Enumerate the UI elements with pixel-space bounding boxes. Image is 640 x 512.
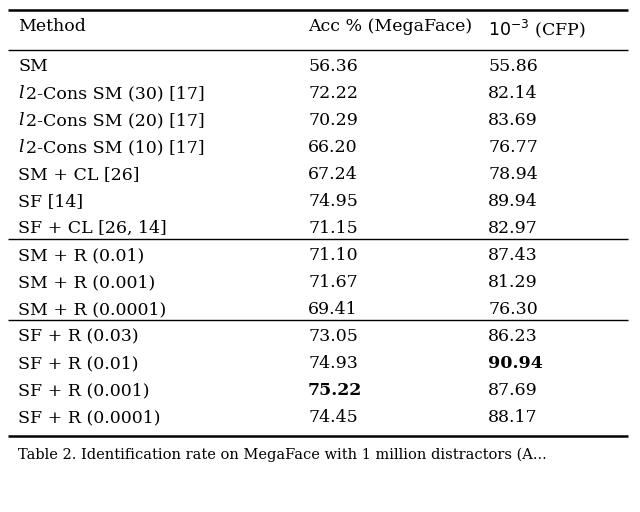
Text: 87.69: 87.69 [488,382,538,399]
Text: 82.14: 82.14 [488,85,538,102]
Text: SF + R (0.03): SF + R (0.03) [18,328,139,345]
Text: 72.22: 72.22 [308,85,358,102]
Text: 55.86: 55.86 [488,58,538,75]
Text: 70.29: 70.29 [308,112,358,129]
Text: 83.69: 83.69 [488,112,538,129]
Text: l: l [18,139,24,156]
Text: 87.43: 87.43 [488,247,538,264]
Text: SM: SM [18,58,48,75]
Text: 2-Cons SM (10) [17]: 2-Cons SM (10) [17] [26,139,205,156]
Text: 2-Cons SM (20) [17]: 2-Cons SM (20) [17] [26,112,205,129]
Text: 75.22: 75.22 [308,382,362,399]
Text: 88.17: 88.17 [488,409,538,426]
Text: $10^{-3}$ (CFP): $10^{-3}$ (CFP) [488,18,586,40]
Text: 76.77: 76.77 [488,139,538,156]
Text: 67.24: 67.24 [308,166,358,183]
Text: 71.67: 71.67 [308,274,358,291]
Text: 74.95: 74.95 [308,193,358,210]
Text: Method: Method [18,18,86,35]
Text: SM + CL [26]: SM + CL [26] [18,166,140,183]
Text: l: l [18,85,24,102]
Text: SF + CL [26, 14]: SF + CL [26, 14] [18,220,167,237]
Text: 71.15: 71.15 [308,220,358,237]
Text: SM + R (0.0001): SM + R (0.0001) [18,301,166,318]
Text: SM + R (0.001): SM + R (0.001) [18,274,156,291]
Text: 73.05: 73.05 [308,328,358,345]
Text: SF + R (0.001): SF + R (0.001) [18,382,150,399]
Text: 90.94: 90.94 [488,355,543,372]
Text: SF + R (0.0001): SF + R (0.0001) [18,409,161,426]
Text: 86.23: 86.23 [488,328,538,345]
Text: 66.20: 66.20 [308,139,358,156]
Text: 2-Cons SM (30) [17]: 2-Cons SM (30) [17] [26,85,205,102]
Text: 78.94: 78.94 [488,166,538,183]
Text: 56.36: 56.36 [308,58,358,75]
Text: SF + R (0.01): SF + R (0.01) [18,355,138,372]
Text: Acc % (MegaFace): Acc % (MegaFace) [308,18,472,35]
Text: 89.94: 89.94 [488,193,538,210]
Text: l: l [18,112,24,129]
Text: SM + R (0.01): SM + R (0.01) [18,247,144,264]
Text: 82.97: 82.97 [488,220,538,237]
Text: 69.41: 69.41 [308,301,358,318]
Text: 76.30: 76.30 [488,301,538,318]
Text: 74.93: 74.93 [308,355,358,372]
Text: Table 2. Identification rate on MegaFace with 1 million distractors (A...: Table 2. Identification rate on MegaFace… [18,448,547,462]
Text: 71.10: 71.10 [308,247,358,264]
Text: SF [14]: SF [14] [18,193,83,210]
Text: 74.45: 74.45 [308,409,358,426]
Text: 81.29: 81.29 [488,274,538,291]
